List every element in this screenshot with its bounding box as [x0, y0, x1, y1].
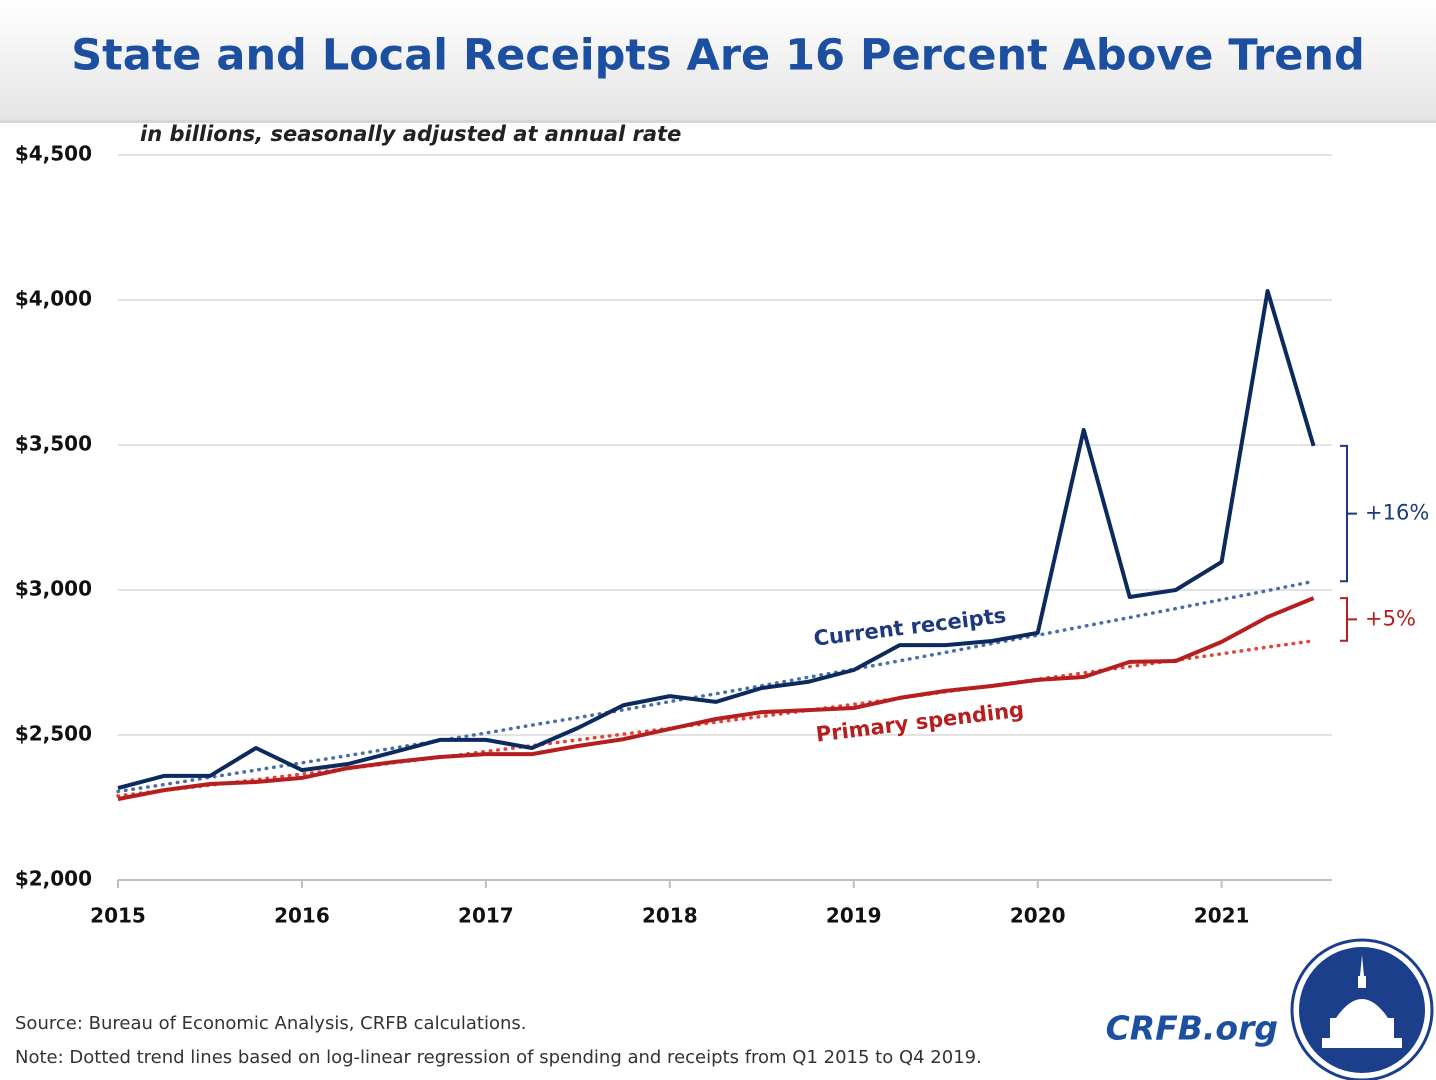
series-line: [117, 289, 1316, 791]
trend-line: [116, 579, 1316, 794]
header-shadow: [0, 120, 1436, 123]
x-tick-label: 2016: [274, 904, 330, 928]
subtitle: in billions, seasonally adjusted at annu…: [140, 122, 681, 146]
y-tick-label: $3,500: [15, 432, 92, 456]
x-tick-label: 2018: [642, 904, 698, 928]
gap-label: +16%: [1365, 501, 1429, 525]
y-tick-label: $4,000: [15, 287, 92, 311]
y-tick-label: $2,500: [15, 722, 92, 746]
y-tick-label: $2,000: [15, 867, 92, 891]
x-tick-label: 2017: [458, 904, 514, 928]
gap-label: +5%: [1365, 606, 1416, 630]
x-tick-label: 2015: [90, 904, 146, 928]
y-tick-label: $4,500: [15, 142, 92, 166]
y-tick-label: $3,000: [15, 577, 92, 601]
chart-title: State and Local Receipts Are 16 Percent …: [71, 31, 1365, 81]
series-line: [117, 596, 1315, 802]
plot-area: $2,000 $2,500 $3,000 $3,500 $4,000 $4,500 2015…: [15, 142, 1429, 928]
x-tick-label: 2020: [1010, 904, 1066, 928]
x-tick-label: 2019: [826, 904, 882, 928]
logo: [1290, 938, 1434, 1080]
header-band: [0, 0, 1436, 120]
x-tick-label: 2021: [1194, 904, 1250, 928]
gap-bracket: [1340, 597, 1357, 642]
gap-bracket: [1340, 444, 1357, 583]
source-note: Source: Bureau of Economic Analysis, CRF…: [15, 1013, 526, 1034]
method-note: Note: Dotted trend lines based on log-li…: [15, 1047, 982, 1068]
brand: CRFB.org: [1106, 1009, 1278, 1048]
